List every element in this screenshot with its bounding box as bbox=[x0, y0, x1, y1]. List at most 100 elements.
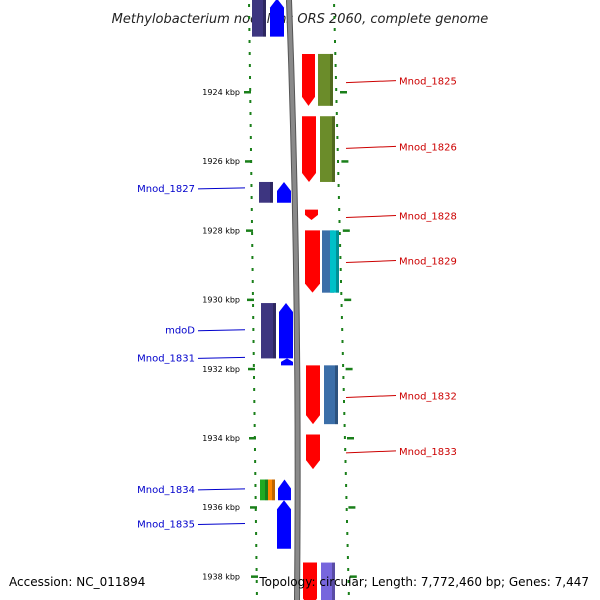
tick-dot bbox=[333, 28, 336, 31]
gene-bar-steel bbox=[324, 365, 338, 425]
major-tick bbox=[250, 506, 257, 509]
tick-dot bbox=[343, 412, 346, 415]
right-tick-marks bbox=[333, 4, 350, 595]
gene-bar-indigo bbox=[252, 0, 266, 37]
tick-dot bbox=[340, 292, 343, 295]
backbone-line bbox=[287, 0, 300, 600]
gene-bar-olive bbox=[318, 53, 333, 106]
tick-dot bbox=[339, 256, 342, 259]
gene-label-leader bbox=[345, 450, 397, 454]
gene-label-leader bbox=[197, 356, 246, 359]
tick-dot bbox=[337, 160, 339, 163]
tick-dot bbox=[249, 100, 252, 103]
gene-label-leader bbox=[345, 145, 397, 149]
gene-bar-green bbox=[260, 479, 268, 501]
gene-arrow-red bbox=[302, 116, 316, 182]
gene-label-leader bbox=[197, 187, 246, 190]
tick-dot bbox=[252, 304, 255, 307]
major-tick bbox=[247, 298, 254, 302]
major-tick bbox=[245, 160, 252, 163]
tick-dot bbox=[255, 592, 258, 595]
tick-dot bbox=[249, 148, 252, 151]
major-tick bbox=[349, 575, 357, 578]
tick-dot bbox=[346, 556, 349, 559]
tick-dot bbox=[344, 472, 347, 475]
major-tick bbox=[347, 437, 354, 440]
position-label: 1924 kbp bbox=[202, 88, 240, 97]
gene-label-reverse: Mnod_1834 bbox=[137, 485, 195, 496]
tick-dot bbox=[255, 556, 258, 559]
tick-dot bbox=[333, 4, 336, 7]
gene-label-forward: Mnod_1833 bbox=[399, 447, 457, 458]
tick-dot bbox=[345, 484, 348, 487]
gene-label-leader bbox=[345, 394, 397, 398]
gene-arrow-blue bbox=[279, 303, 293, 359]
major-tick bbox=[348, 506, 356, 509]
position-label: 1934 kbp bbox=[202, 434, 240, 443]
gene-arrow-blue bbox=[278, 479, 291, 501]
tick-dot bbox=[248, 52, 251, 55]
gene-label-reverse: mdoD bbox=[165, 326, 195, 337]
gene-label-forward: Mnod_1832 bbox=[399, 391, 457, 402]
tick-dot bbox=[251, 268, 254, 271]
gene-label-reverse: Mnod_1827 bbox=[137, 184, 195, 195]
gene-arrow-red bbox=[303, 562, 317, 600]
tick-dot bbox=[255, 568, 258, 571]
gene-bar-cyan-shade bbox=[336, 230, 339, 293]
tick-dot bbox=[336, 148, 339, 151]
gene-arrow-blue bbox=[270, 0, 284, 37]
gene-arrow-red bbox=[305, 209, 318, 221]
genome-title: Methylobacterium nodulans ORS 2060, comp… bbox=[112, 12, 489, 27]
gene-label-leader bbox=[197, 329, 246, 332]
tick-dot bbox=[250, 184, 253, 187]
tick-dot bbox=[344, 460, 347, 463]
tick-dot bbox=[343, 400, 345, 403]
gene-label-reverse: Mnod_1831 bbox=[137, 353, 195, 364]
topology-text: Topology: circular; Length: 7,772,460 bp… bbox=[258, 575, 589, 589]
tick-dot bbox=[249, 76, 252, 79]
gene-bar-lavender-shade bbox=[332, 562, 335, 600]
gene-arrow-red bbox=[305, 230, 320, 293]
gene-arrow-red bbox=[302, 53, 315, 106]
tick-dot bbox=[253, 424, 256, 427]
gene-bar-orange bbox=[268, 479, 275, 501]
genome-backbone bbox=[286, 0, 301, 600]
tick-dot bbox=[248, 16, 251, 19]
tick-dot bbox=[342, 376, 345, 379]
tick-dot bbox=[254, 484, 257, 487]
gene-label-reverse: Mnod_1835 bbox=[137, 520, 195, 531]
tick-dot bbox=[249, 88, 252, 91]
tick-dot bbox=[334, 40, 336, 43]
gene-arrow-red bbox=[306, 365, 320, 425]
gene-arrow-blue bbox=[277, 500, 291, 549]
tick-dot bbox=[253, 412, 256, 415]
gene-bar-olive bbox=[320, 116, 335, 182]
gene-label-leader bbox=[197, 488, 246, 491]
tick-dot bbox=[253, 376, 256, 379]
tick-dot bbox=[345, 508, 348, 511]
gene-labels[interactable]: Mnod_1827 mdoD Mnod_1831 Mnod_1834 Mnod_1835… bbox=[137, 77, 457, 531]
tick-dot bbox=[347, 592, 350, 595]
gene-bar-indigo bbox=[261, 303, 276, 359]
tick-dot bbox=[251, 280, 254, 283]
tick-dot bbox=[254, 508, 257, 511]
major-tick bbox=[341, 160, 349, 163]
major-tick bbox=[246, 229, 253, 232]
tick-dot bbox=[343, 424, 346, 427]
tick-dot bbox=[337, 172, 340, 175]
tick-dot bbox=[340, 280, 342, 283]
position-label: 1928 kbp bbox=[202, 226, 240, 235]
tick-dot bbox=[340, 316, 343, 319]
tick-dot bbox=[335, 100, 338, 103]
tick-dot bbox=[252, 352, 255, 355]
tick-dot bbox=[346, 520, 348, 523]
tick-dot bbox=[336, 136, 339, 139]
accession-text: Accession: NC_011894 bbox=[9, 575, 145, 589]
gene-label-forward: Mnod_1825 bbox=[399, 77, 457, 88]
gene-label-forward: Mnod_1829 bbox=[399, 257, 457, 268]
tick-dot bbox=[337, 184, 340, 187]
gene-bar-steel-shade bbox=[335, 365, 338, 425]
tick-dot bbox=[248, 40, 251, 43]
tick-dot bbox=[250, 220, 253, 223]
